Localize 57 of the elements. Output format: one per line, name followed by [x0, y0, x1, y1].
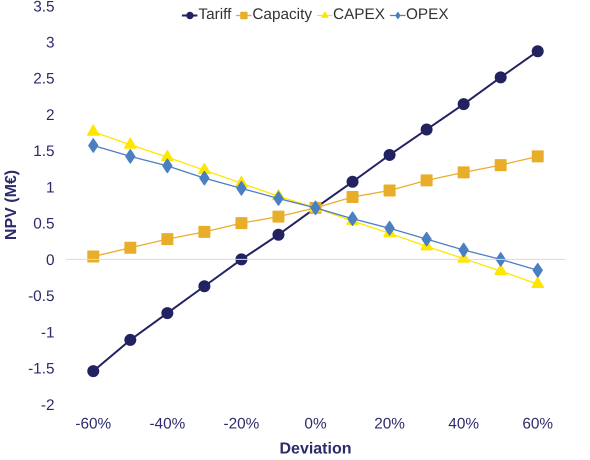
- y-tick-label: 0.5: [33, 216, 55, 233]
- y-tick-label: 2: [46, 106, 55, 124]
- point: [199, 170, 210, 186]
- point: [420, 124, 433, 136]
- point: [124, 242, 136, 254]
- point: [347, 211, 358, 226]
- point: [384, 148, 396, 161]
- y-tick-label: 2.5: [33, 70, 55, 88]
- x-tick-label: 0%: [304, 416, 327, 432]
- y-tick-label: 1: [46, 179, 55, 196]
- point: [124, 334, 136, 346]
- point: [532, 45, 544, 58]
- legend-label: OPEX: [406, 6, 449, 24]
- y-tick-label: -0.5: [28, 288, 55, 306]
- y-tick-label: 0: [46, 252, 55, 269]
- y-tick-label: 1.5: [33, 143, 55, 160]
- point: [236, 180, 247, 196]
- legend-label: Tariff: [198, 6, 232, 24]
- x-tick-label: 20%: [374, 416, 406, 432]
- x-tick-label: -40%: [149, 416, 186, 432]
- x-axis-title: Deviation: [279, 440, 352, 458]
- point: [420, 174, 433, 186]
- y-axis-title: NPV (M€): [3, 170, 20, 240]
- point: [273, 190, 284, 206]
- y-tick-label: 3: [46, 34, 55, 52]
- point: [421, 232, 432, 247]
- y-tick-label: -1: [40, 324, 55, 342]
- point: [161, 233, 174, 246]
- legend-label: CAPEX: [333, 6, 385, 24]
- point: [384, 184, 396, 196]
- point: [198, 280, 210, 292]
- point: [87, 250, 100, 263]
- point: [346, 191, 359, 204]
- point: [346, 176, 359, 188]
- point: [198, 226, 210, 238]
- y-tick-label: -1.5: [28, 360, 55, 378]
- point: [494, 71, 507, 84]
- x-tick-label: 40%: [448, 416, 480, 432]
- point: [161, 307, 174, 320]
- point: [162, 158, 173, 174]
- point: [272, 228, 284, 241]
- x-tick-label: -20%: [224, 416, 260, 432]
- point: [458, 166, 470, 178]
- point: [272, 210, 284, 223]
- point: [87, 365, 100, 378]
- point: [531, 276, 544, 288]
- point: [458, 98, 470, 110]
- point: [494, 159, 507, 172]
- point: [235, 217, 248, 230]
- y-tick-label: -2: [40, 397, 55, 414]
- y-tick-label: 3.5: [33, 0, 55, 16]
- point: [458, 242, 469, 258]
- x-tick-label: 60%: [522, 416, 554, 432]
- legend-label: Capacity: [252, 6, 312, 24]
- point: [532, 150, 544, 162]
- x-tick-label: -60%: [75, 416, 112, 432]
- point: [384, 220, 395, 236]
